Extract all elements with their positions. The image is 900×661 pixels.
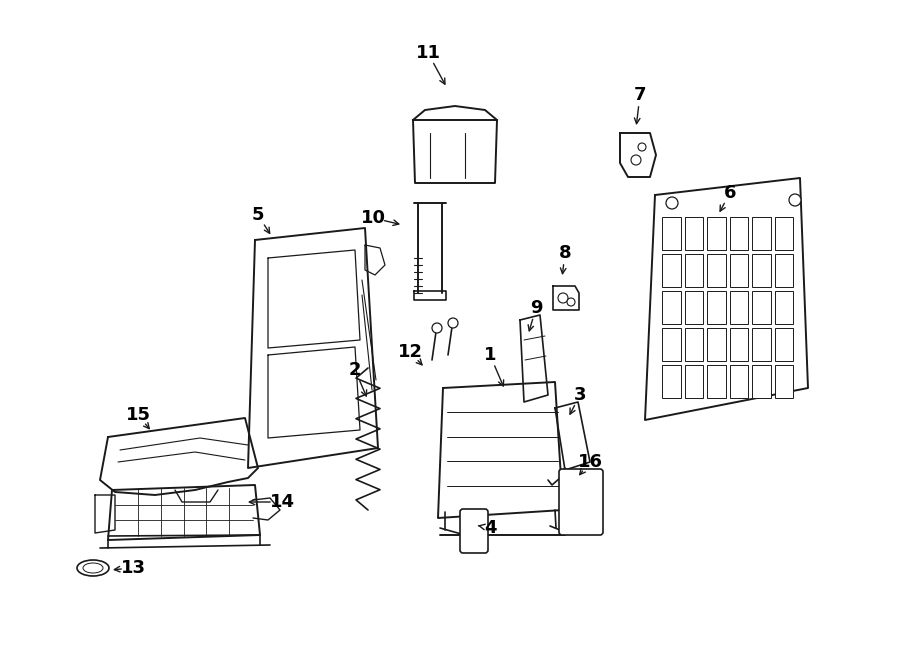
Bar [685, 217, 703, 250]
Polygon shape [248, 228, 378, 468]
Circle shape [666, 197, 678, 209]
Bar [685, 328, 703, 361]
Polygon shape [645, 178, 808, 420]
Bar [730, 291, 748, 324]
Polygon shape [108, 485, 260, 540]
Bar [730, 217, 748, 250]
Bar [775, 254, 793, 287]
Text: 7: 7 [634, 86, 646, 104]
Text: 1: 1 [484, 346, 496, 364]
Bar [730, 365, 748, 398]
Circle shape [631, 155, 641, 165]
Polygon shape [100, 418, 258, 495]
FancyBboxPatch shape [460, 509, 488, 553]
Polygon shape [365, 245, 385, 275]
Text: 5: 5 [252, 206, 265, 224]
Text: 4: 4 [484, 519, 496, 537]
Circle shape [789, 194, 801, 206]
Text: 12: 12 [398, 343, 422, 361]
Bar [707, 328, 725, 361]
Bar [707, 254, 725, 287]
Bar [775, 365, 793, 398]
Bar [775, 328, 793, 361]
Bar [685, 254, 703, 287]
Text: 6: 6 [724, 184, 736, 202]
Bar [752, 217, 770, 250]
Bar [662, 365, 680, 398]
Text: 15: 15 [125, 406, 150, 424]
Bar [707, 365, 725, 398]
Text: 10: 10 [361, 209, 385, 227]
Bar [662, 328, 680, 361]
Polygon shape [414, 291, 446, 300]
Polygon shape [555, 402, 590, 470]
Ellipse shape [77, 560, 109, 576]
Text: 3: 3 [574, 386, 586, 404]
Circle shape [567, 298, 575, 306]
Polygon shape [553, 286, 579, 310]
Text: 13: 13 [121, 559, 146, 577]
Text: 14: 14 [269, 493, 294, 511]
Text: 11: 11 [416, 44, 440, 62]
Bar [752, 291, 770, 324]
Bar [707, 291, 725, 324]
Polygon shape [413, 120, 497, 183]
Bar [662, 217, 680, 250]
Bar [752, 365, 770, 398]
Bar [685, 291, 703, 324]
Circle shape [638, 143, 646, 151]
Polygon shape [620, 133, 656, 177]
Bar [775, 291, 793, 324]
Bar [662, 254, 680, 287]
FancyBboxPatch shape [559, 469, 603, 535]
Bar [752, 254, 770, 287]
Bar [730, 254, 748, 287]
Bar [707, 217, 725, 250]
Bar [752, 328, 770, 361]
Bar [730, 328, 748, 361]
Polygon shape [268, 250, 360, 348]
Text: 9: 9 [530, 299, 542, 317]
Bar [662, 291, 680, 324]
Polygon shape [95, 495, 115, 533]
Circle shape [558, 293, 568, 303]
Bar [685, 365, 703, 398]
Polygon shape [438, 382, 563, 518]
Circle shape [432, 323, 442, 333]
Polygon shape [268, 347, 360, 438]
Text: 16: 16 [578, 453, 602, 471]
Ellipse shape [83, 563, 103, 573]
Bar [775, 217, 793, 250]
Circle shape [448, 318, 458, 328]
Text: 8: 8 [559, 244, 572, 262]
Text: 2: 2 [349, 361, 361, 379]
Polygon shape [520, 315, 548, 402]
